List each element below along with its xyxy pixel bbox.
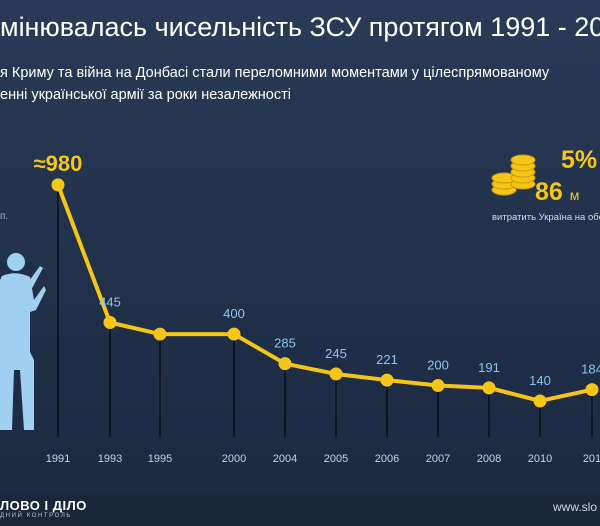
budget-amount: 86 м: [535, 178, 579, 207]
data-point: [482, 381, 496, 395]
logo-tagline: ДНИЙ КОНТРОЛЬ: [0, 513, 72, 519]
drop-lines: [57, 184, 593, 437]
data-point: [380, 373, 394, 387]
value-label: 140: [529, 373, 551, 388]
value-label: 191: [478, 360, 500, 375]
data-points: [51, 178, 599, 408]
page-title: мінювалась чисельність ЗСУ протягом 1991…: [0, 12, 600, 42]
value-label: 445: [99, 295, 121, 310]
value-label: 245: [325, 346, 347, 361]
value-label: 200: [427, 358, 449, 373]
x-tick-label: 2006: [375, 453, 399, 465]
data-point: [329, 367, 343, 381]
coins-icon: [491, 154, 536, 196]
budget-caption: витратить Україна на обор: [492, 212, 600, 223]
data-point: [585, 383, 599, 397]
budget-amount-value: 86: [535, 178, 563, 206]
data-point: [278, 357, 292, 371]
x-tick-labels: 1991 1993 1995 2000 2004 2005 2006 2007 2008 2010…: [46, 453, 600, 465]
value-label: ≈980: [34, 151, 83, 176]
x-tick-label: 1995: [148, 453, 172, 465]
soldier-icon: [0, 253, 46, 430]
value-label: 285: [274, 336, 296, 351]
data-point: [431, 379, 445, 393]
data-point: [533, 394, 547, 408]
value-label: 221: [376, 352, 398, 367]
value-label: 184: [581, 362, 600, 377]
data-point: [153, 327, 167, 341]
subtitle-line-2: енні української армії за роки незалежно…: [0, 87, 291, 103]
x-tick-label: 1993: [98, 453, 122, 465]
data-point: [51, 178, 65, 192]
x-tick-label: 2005: [324, 453, 348, 465]
x-tick-label: 2007: [426, 453, 450, 465]
x-tick-label: 2010: [528, 453, 552, 465]
line-chart: ≈980 445 400 285 245 221 200 191 140 184 1991 1993…: [0, 151, 600, 465]
budget-percent: 5%: [561, 146, 598, 174]
subtitle-line-1: я Криму та війна на Донбасі стали перело…: [0, 65, 550, 81]
x-tick-label: 1991: [46, 453, 70, 465]
footer-bar: [0, 494, 600, 526]
data-point: [227, 327, 241, 341]
budget-amount-unit: м: [569, 187, 580, 203]
x-tick-label: 2008: [477, 453, 501, 465]
x-tick-label: 2000: [222, 453, 246, 465]
x-tick-label: 2004: [273, 453, 297, 465]
value-labels: ≈980 445 400 285 245 221 200 191 140 184: [34, 151, 600, 388]
data-point: [103, 316, 117, 330]
site-link[interactable]: www.slo: [553, 500, 598, 514]
value-label: 400: [223, 306, 245, 321]
unit-note: п.: [0, 211, 9, 222]
x-tick-label: 201: [583, 453, 600, 465]
subtitle: я Криму та війна на Донбасі стали перело…: [0, 62, 600, 106]
logo: ЛОВО І ДІЛО: [0, 498, 87, 513]
